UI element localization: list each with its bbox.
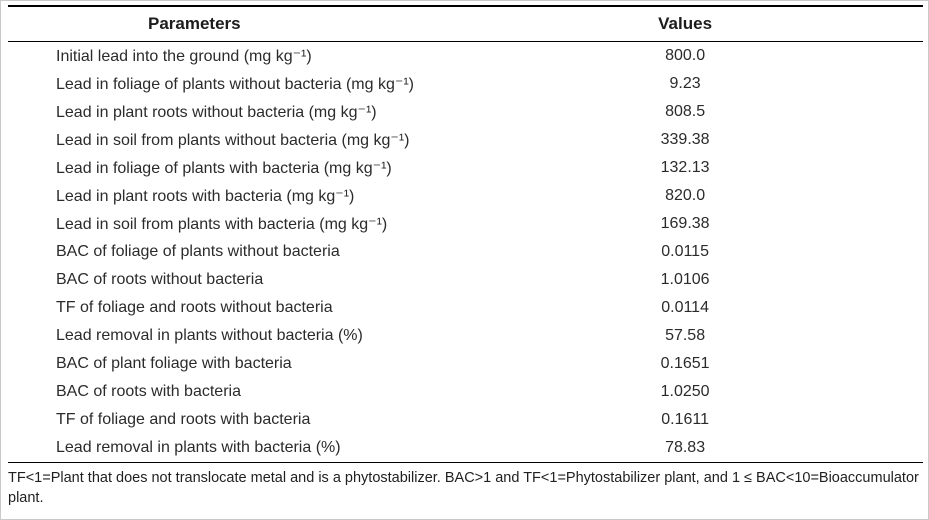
table-row: Lead in foliage of plants with bacteria …	[8, 154, 923, 182]
value-cell: 0.1611	[661, 411, 709, 428]
spacer-cell	[795, 210, 923, 238]
value-cell: 0.1651	[660, 355, 710, 372]
value-cell: 820.0	[665, 187, 706, 204]
spacer-cell	[795, 182, 923, 210]
spacer-cell	[795, 322, 923, 350]
table-row: TF of foliage and roots with bacteria 0.1…	[8, 406, 923, 434]
value-cell: 78.83	[575, 434, 795, 463]
parameter-cell: TF of foliage and roots without bacteria	[56, 299, 333, 316]
parameter-cell: BAC of foliage of plants without bacteri…	[56, 243, 340, 260]
value-cell: 1.0250	[660, 383, 710, 400]
table-row: Lead in soil from plants with bacteria (…	[8, 210, 923, 238]
table-row: Lead in soil from plants without bacteri…	[8, 126, 923, 154]
value-cell: 169.38	[660, 215, 710, 232]
value-cell: 1.0106	[660, 271, 710, 288]
parameter-cell: Lead in soil from plants without bacteri…	[56, 132, 410, 149]
spacer-cell	[795, 378, 923, 406]
value-cell: 132.13	[660, 159, 710, 176]
spacer-cell	[795, 154, 923, 182]
column-header-parameters: Parameters	[8, 5, 576, 42]
value-cell: 800.0	[665, 47, 706, 64]
spacer-cell	[795, 350, 923, 378]
parameter-cell: Initial lead into the ground (mg kg⁻¹)	[56, 48, 312, 65]
table-row: BAC of foliage of plants without bacteri…	[8, 238, 923, 266]
spacer-cell	[795, 406, 923, 434]
spacer-cell	[795, 126, 923, 154]
spacer-cell	[795, 70, 923, 98]
parameter-cell: BAC of roots without bacteria	[56, 271, 264, 288]
table-row: TF of foliage and roots without bacteria…	[8, 294, 923, 322]
value-cell: 9.23	[669, 75, 701, 92]
table-row: Lead removal in plants without bacteria …	[8, 322, 923, 350]
table-footnote: TF<1=Plant that does not translocate met…	[8, 470, 919, 506]
value-cell: 57.58	[665, 327, 706, 344]
spacer-cell	[795, 238, 923, 266]
parameter-cell: BAC of roots with bacteria	[56, 383, 241, 400]
table-row: Lead in plant roots without bacteria (mg…	[8, 98, 923, 126]
value-cell: 339.38	[660, 131, 710, 148]
spacer-cell	[794, 434, 923, 463]
column-header-values: Values	[575, 5, 795, 42]
parameter-cell: Lead in foliage of plants with bacteria …	[56, 160, 392, 177]
parameters-table: Parameters Values Initial lead into the …	[8, 5, 923, 463]
table-row: Lead in foliage of plants without bacter…	[8, 70, 923, 98]
value-cell: 0.0114	[661, 299, 709, 316]
parameter-cell: Lead removal in plants without bacteria …	[56, 327, 363, 344]
parameter-cell: Lead removal in plants with bacteria (%)	[8, 434, 576, 463]
header-row: Parameters Values	[8, 5, 923, 42]
spacer-cell	[795, 294, 923, 322]
header-spacer	[794, 5, 923, 42]
table-body: Initial lead into the ground (mg kg⁻¹) 80…	[8, 42, 923, 463]
table-row: Lead removal in plants with bacteria (%)…	[8, 434, 923, 463]
spacer-cell	[795, 266, 923, 294]
parameter-cell: Lead in plant roots without bacteria (mg…	[56, 104, 377, 121]
parameter-cell: TF of foliage and roots with bacteria	[56, 411, 311, 428]
table-row: BAC of roots with bacteria 1.0250	[8, 378, 923, 406]
parameter-cell: Lead in plant roots with bacteria (mg kg…	[56, 188, 355, 205]
spacer-cell	[795, 98, 923, 126]
parameter-cell: Lead in foliage of plants without bacter…	[56, 76, 414, 93]
table-row: Lead in plant roots with bacteria (mg kg…	[8, 182, 923, 210]
table-row: Initial lead into the ground (mg kg⁻¹) 80…	[8, 42, 923, 71]
table-row: BAC of plant foliage with bacteria 0.1651	[8, 350, 923, 378]
parameter-cell: BAC of plant foliage with bacteria	[56, 355, 292, 372]
value-cell: 808.5	[665, 103, 706, 120]
parameter-cell: Lead in soil from plants with bacteria (…	[56, 216, 388, 233]
spacer-cell	[795, 42, 923, 71]
table-row: BAC of roots without bacteria 1.0106	[8, 266, 923, 294]
value-cell: 0.0115	[661, 243, 709, 260]
